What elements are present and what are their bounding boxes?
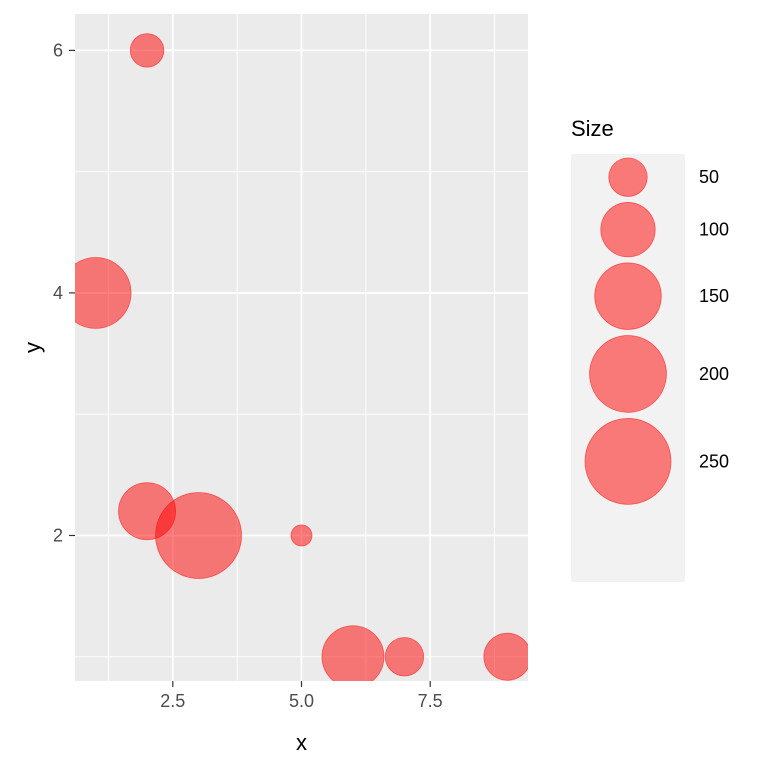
legend-key [594, 262, 662, 330]
axes: 2.5 5.0 7.5 2 4 6 x y [20, 40, 443, 755]
legend-label: 100 [699, 220, 729, 240]
legend-key [600, 202, 656, 258]
data-point [290, 524, 313, 547]
y-tick-label: 2 [53, 525, 63, 545]
legend-label: 250 [699, 451, 729, 471]
legend-key [608, 157, 648, 197]
x-tick-label: 7.5 [418, 691, 443, 711]
data-point [129, 33, 165, 68]
legend-label: 200 [699, 364, 729, 384]
data-points [75, 33, 528, 681]
x-axis-title: x [296, 730, 307, 755]
legend-key [584, 417, 672, 505]
legend-label: 50 [699, 167, 719, 187]
legend: Size 50 100 150 200 250 [571, 116, 729, 582]
legend-title: Size [571, 116, 614, 141]
data-point [384, 637, 425, 677]
x-tick-label: 2.5 [160, 691, 185, 711]
y-tick-label: 4 [53, 283, 63, 303]
legend-label: 150 [699, 286, 729, 306]
data-point [155, 492, 242, 579]
legend-key [589, 335, 667, 413]
x-tick-label: 5.0 [289, 691, 314, 711]
y-tick-label: 6 [53, 40, 63, 60]
data-point [483, 632, 528, 681]
data-point [321, 625, 385, 681]
y-axis-title: y [20, 342, 45, 353]
data-point [75, 257, 132, 329]
